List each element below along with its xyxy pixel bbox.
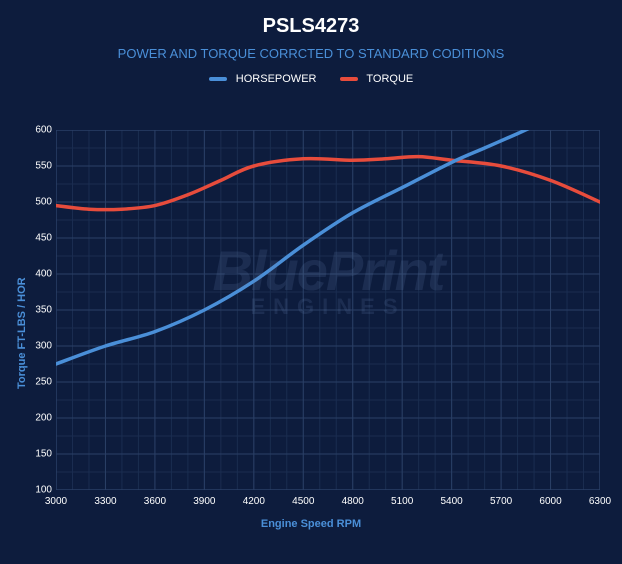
y-tick: 350 (26, 305, 52, 316)
y-tick: 450 (26, 233, 52, 244)
dyno-chart: PSLS4273 POWER AND TORQUE CORRCTED TO ST… (0, 0, 622, 564)
x-tick: 4800 (342, 496, 364, 507)
x-axis-label: Engine Speed RPM (0, 518, 622, 530)
legend-swatch-horsepower (209, 77, 227, 81)
x-tick: 5100 (391, 496, 413, 507)
legend-label-horsepower: HORSEPOWER (236, 73, 317, 85)
x-tick: 4500 (292, 496, 314, 507)
chart-title: PSLS4273 (0, 0, 622, 38)
legend-swatch-torque (340, 77, 358, 81)
x-tick: 6000 (539, 496, 561, 507)
y-tick: 400 (26, 269, 52, 280)
x-tick: 3900 (193, 496, 215, 507)
x-tick: 3600 (144, 496, 166, 507)
chart-subtitle: POWER AND TORQUE CORRCTED TO STANDARD CO… (0, 38, 622, 61)
legend-item-torque: TORQUE (340, 73, 414, 85)
y-tick: 500 (26, 197, 52, 208)
y-tick: 150 (26, 449, 52, 460)
y-tick: 100 (26, 485, 52, 496)
x-tick: 4200 (243, 496, 265, 507)
legend-item-horsepower: HORSEPOWER (209, 73, 317, 85)
x-tick: 6300 (589, 496, 611, 507)
y-tick: 250 (26, 377, 52, 388)
x-tick: 3000 (45, 496, 67, 507)
y-tick: 200 (26, 413, 52, 424)
plot-svg (56, 130, 600, 490)
y-tick: 300 (26, 341, 52, 352)
y-tick: 600 (26, 125, 52, 136)
x-tick: 3300 (94, 496, 116, 507)
x-tick: 5400 (441, 496, 463, 507)
plot-area: BluePrint ENGINES (56, 130, 600, 490)
y-tick: 550 (26, 161, 52, 172)
x-tick: 5700 (490, 496, 512, 507)
y-axis-label: Torque FT-LBS / HOR (16, 278, 28, 390)
chart-legend: HORSEPOWER TORQUE (0, 61, 622, 85)
legend-label-torque: TORQUE (366, 73, 413, 85)
